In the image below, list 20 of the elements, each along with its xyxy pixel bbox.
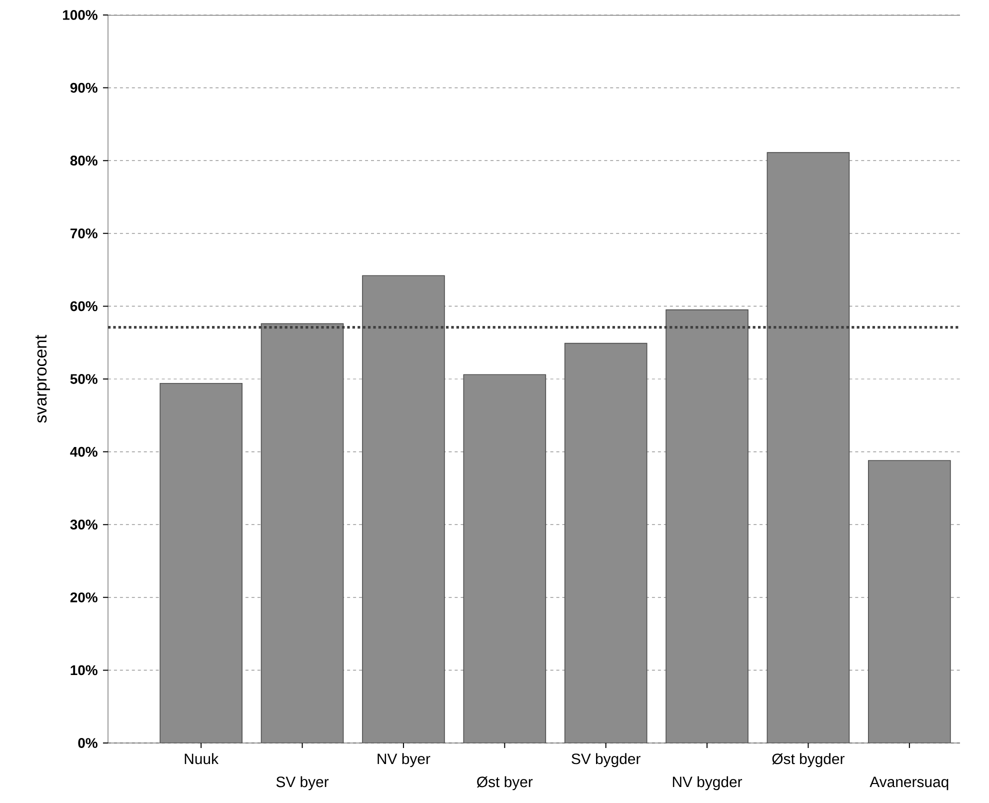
x-tick-label: NV bygder: [672, 776, 742, 790]
y-tick-label: 70%: [70, 228, 98, 238]
y-tick-label: 100%: [63, 10, 98, 20]
x-tick-label: Avanersuaq: [870, 776, 948, 790]
y-tick-label: 10%: [70, 665, 98, 676]
y-tick-label: 0%: [78, 738, 98, 748]
x-tick-label: SV byer: [276, 776, 329, 790]
y-tick-label: 50%: [70, 374, 98, 384]
y-tick-label: 40%: [70, 446, 98, 457]
y-tick-label: 20%: [70, 592, 98, 602]
y-tick-label: 90%: [70, 82, 98, 93]
x-tick-label: SV bygder: [572, 753, 640, 768]
y-tick-label: 80%: [70, 156, 98, 166]
x-tick-label: Øst bygder: [772, 753, 844, 768]
x-tick-label: Nuuk: [184, 753, 219, 764]
x-tick-label: Øst byer: [476, 776, 533, 790]
y-axis-title: svarprocent: [36, 334, 50, 423]
x-tick-label: NV byer: [378, 753, 430, 768]
y-tick-label: 30%: [70, 520, 98, 530]
y-tick-label: 60%: [70, 301, 98, 312]
